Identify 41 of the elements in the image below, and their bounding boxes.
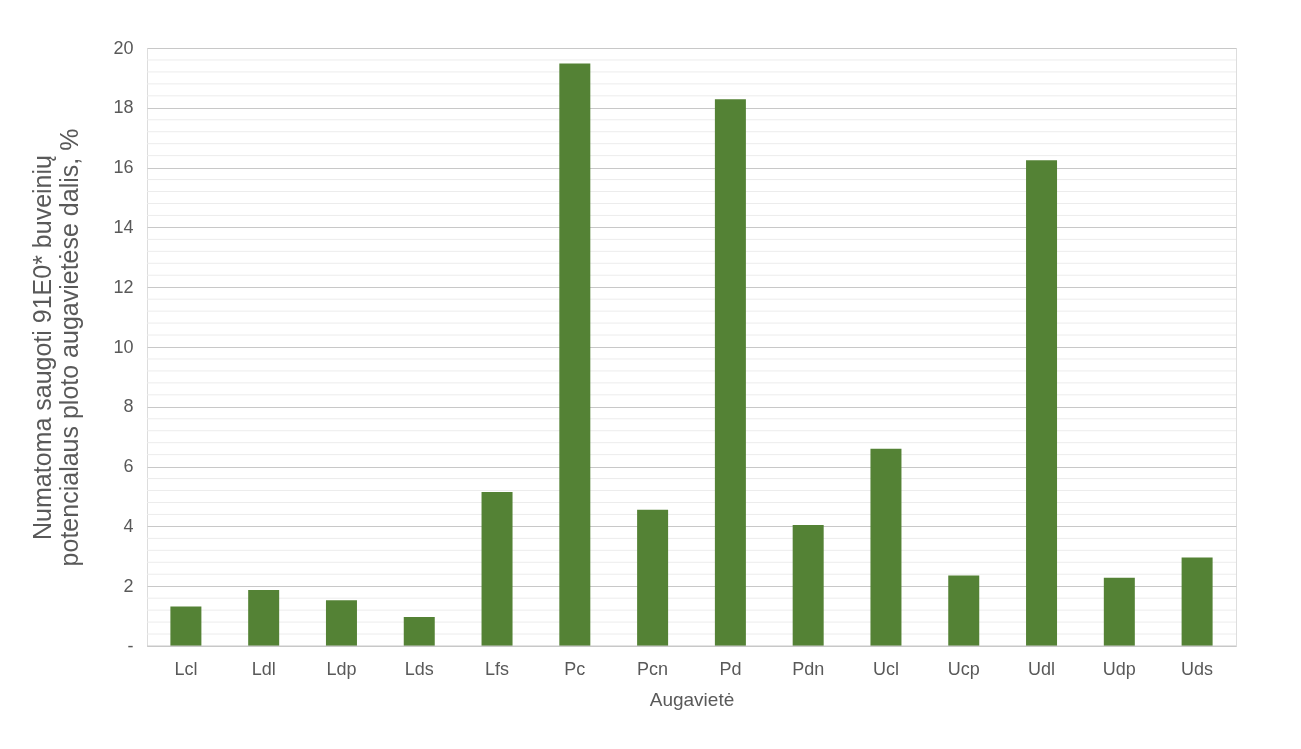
x-tick-label: Pd [719, 658, 742, 679]
x-tick-label: Lcl [174, 658, 198, 679]
x-tick-label: Uds [1181, 658, 1214, 679]
y-tick-label: 2 [123, 575, 134, 596]
y-axis-title: Numatoma saugoti 91E0* buveinių potencialaus ploto augavietėse dalis, % [28, 128, 84, 567]
x-tick-label: Pdn [792, 658, 825, 679]
bar [403, 617, 435, 646]
x-tick-label: Ucl [872, 658, 899, 679]
bar [1103, 577, 1135, 646]
x-tick-label: Ldl [251, 658, 276, 679]
bar [325, 600, 357, 646]
y-tick-label: 6 [123, 456, 134, 477]
bar [1026, 160, 1058, 646]
x-tick-label: Pc [564, 658, 586, 679]
y-tick-label: 4 [123, 515, 134, 536]
y-tick-label: 18 [113, 97, 134, 118]
x-tick-label: Udp [1102, 658, 1136, 679]
x-tick-label: Ucp [947, 658, 980, 679]
x-tick-label: Lfs [485, 658, 510, 679]
x-axis-title: Augavietė [649, 688, 735, 710]
y-tick-label: 16 [113, 157, 134, 178]
y-tick-label: - [127, 635, 134, 656]
bar [948, 575, 980, 646]
bar [481, 492, 513, 646]
bar [792, 524, 824, 646]
bar [170, 606, 202, 646]
bar [559, 63, 591, 646]
y-tick-label: 20 [113, 37, 134, 58]
y-tick-label: 12 [113, 276, 134, 297]
x-tick-label: Lds [404, 658, 434, 679]
y-tick-label: 14 [113, 216, 134, 237]
y-tick-label: 10 [113, 336, 134, 357]
bar [248, 590, 280, 646]
bar [714, 99, 746, 646]
x-tick-label: Pcn [637, 658, 669, 679]
bar [870, 448, 902, 646]
y-tick-label: 8 [123, 396, 134, 417]
bar [1181, 557, 1213, 646]
bar [637, 509, 669, 646]
x-tick-label: Ldp [326, 658, 357, 679]
x-tick-label: Udl [1028, 658, 1056, 679]
